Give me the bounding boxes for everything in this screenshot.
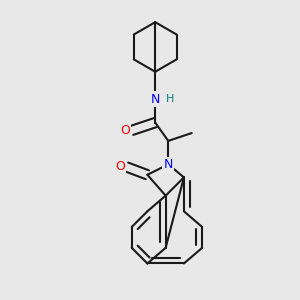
Text: N: N [164, 158, 173, 171]
Text: N: N [151, 93, 160, 106]
Text: O: O [120, 124, 130, 137]
Text: H: H [165, 94, 174, 104]
Text: O: O [115, 160, 125, 173]
